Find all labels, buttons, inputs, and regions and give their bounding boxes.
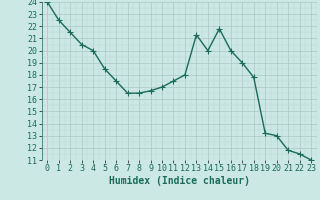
X-axis label: Humidex (Indice chaleur): Humidex (Indice chaleur)	[109, 176, 250, 186]
